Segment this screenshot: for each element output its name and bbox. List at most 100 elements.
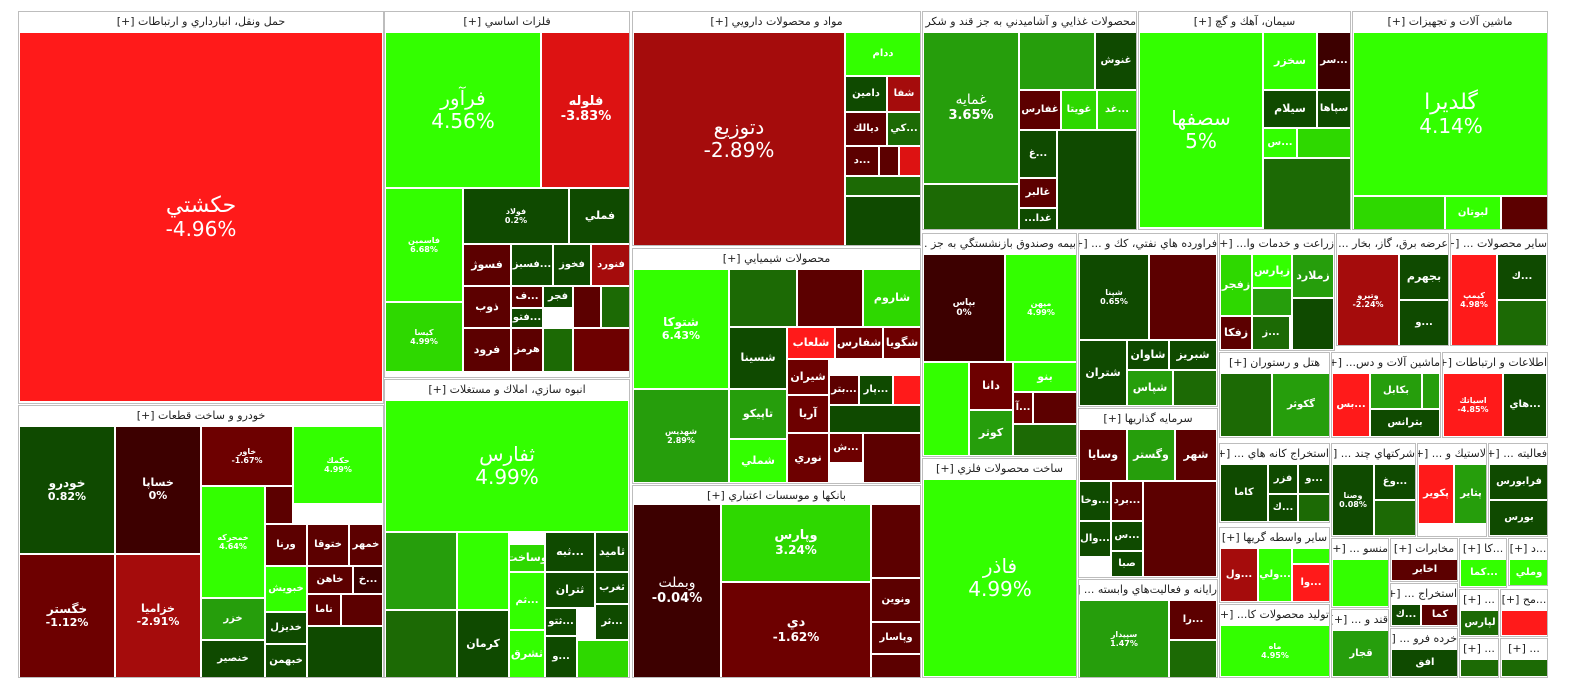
stock-tile[interactable]: فرابورس xyxy=(1489,464,1547,500)
sector-header[interactable]: خرده فرو ... [+] xyxy=(1391,629,1457,650)
sector-header[interactable]: انبوه سازي، املاك و مستغلات [+] xyxy=(385,380,629,401)
stock-tile[interactable]: فسوژ xyxy=(463,244,511,286)
stock-tile[interactable]: اخابر xyxy=(1391,559,1457,581)
stock-tile[interactable]: كاما xyxy=(1220,464,1268,522)
stock-tile[interactable]: بترانس xyxy=(1370,409,1440,437)
stock-tile[interactable]: غمايه 3.65% xyxy=(923,32,1019,184)
sector-header[interactable]: فلزات اساسي [+] xyxy=(385,12,629,33)
stock-tile[interactable]: ...وال xyxy=(1079,521,1111,557)
stock-tile[interactable]: ونوين xyxy=(871,578,920,622)
minor-stock-tile[interactable] xyxy=(1292,548,1329,564)
minor-stock-tile[interactable] xyxy=(923,184,1019,229)
stock-tile[interactable]: سخزر xyxy=(1263,32,1317,90)
minor-stock-tile[interactable] xyxy=(265,486,293,524)
sector-header[interactable]: محصولات شيميايي [+] xyxy=(633,249,920,270)
minor-stock-tile[interactable] xyxy=(1019,32,1095,90)
stock-tile[interactable]: خودرو 0.82% xyxy=(19,426,115,554)
sector-header[interactable]: سرمايه گذاريها [+] xyxy=(1079,409,1217,430)
minor-stock-tile[interactable] xyxy=(1263,158,1350,229)
minor-stock-tile[interactable] xyxy=(879,146,899,176)
stock-tile[interactable]: فجر xyxy=(543,286,573,308)
stock-tile[interactable]: شتران xyxy=(1079,340,1127,406)
stock-tile[interactable]: ناما xyxy=(307,594,341,626)
stock-tile[interactable]: وتيرو -2.24% xyxy=(1337,254,1399,345)
stock-tile[interactable]: شاروم xyxy=(863,269,920,327)
stock-tile[interactable]: ...آ xyxy=(1013,392,1033,424)
stock-tile[interactable]: وپارس 3.24% xyxy=(721,504,871,582)
stock-tile[interactable]: فملي xyxy=(569,188,629,244)
minor-stock-tile[interactable] xyxy=(1374,500,1415,536)
minor-stock-tile[interactable] xyxy=(1220,373,1272,437)
stock-tile[interactable]: شلعاب xyxy=(787,327,835,359)
sector-header[interactable]: مخابرات [+] xyxy=(1391,539,1457,560)
stock-tile[interactable]: لپارس xyxy=(1460,610,1498,636)
minor-stock-tile[interactable] xyxy=(1332,559,1388,607)
stock-tile[interactable]: غفارس xyxy=(1019,90,1061,130)
stock-tile[interactable]: خديزل xyxy=(265,612,307,644)
stock-tile[interactable]: خگستر -1.12% xyxy=(19,554,115,677)
stock-tile[interactable]: ...كي xyxy=(887,112,920,146)
minor-stock-tile[interactable] xyxy=(1169,640,1217,677)
stock-tile[interactable]: ...كما xyxy=(1460,559,1506,587)
stock-tile[interactable]: ...ك xyxy=(1268,494,1298,522)
minor-stock-tile[interactable] xyxy=(1297,128,1350,158)
stock-tile[interactable]: ...غ xyxy=(1019,130,1057,178)
sector-header[interactable]: ... [+] xyxy=(1501,639,1547,660)
minor-stock-tile[interactable] xyxy=(899,146,920,176)
stock-tile[interactable]: صبا xyxy=(1111,551,1143,577)
minor-stock-tile[interactable] xyxy=(1353,196,1445,229)
stock-tile[interactable]: ...ك xyxy=(1497,254,1547,300)
sector-header[interactable]: قند و ... [+] xyxy=(1332,610,1388,631)
stock-tile[interactable]: ...بس xyxy=(1332,373,1370,437)
sector-header[interactable]: ساخت محصولات فلزي [+] xyxy=(923,459,1076,480)
stock-tile[interactable]: شسينا xyxy=(729,327,787,389)
stock-tile[interactable]: ...ثر xyxy=(595,604,629,640)
sector-header[interactable]: زراعت و خدمات وا... [+] xyxy=(1220,234,1334,255)
stock-tile[interactable]: فرآور 4.56% xyxy=(385,32,541,188)
sector-header[interactable]: بيمه وصندوق بازنشستگي به جز ... xyxy=(923,234,1076,255)
minor-stock-tile[interactable] xyxy=(385,610,457,677)
stock-tile[interactable]: خاور -1.67% xyxy=(201,426,293,486)
minor-stock-tile[interactable] xyxy=(1013,424,1076,456)
stock-tile[interactable]: حكشتي -4.96% xyxy=(19,32,383,402)
stock-tile[interactable]: ...د xyxy=(845,146,879,176)
stock-tile[interactable]: ...وا xyxy=(1292,564,1329,602)
stock-tile[interactable]: اسياتك -4.85% xyxy=(1443,373,1503,437)
stock-tile[interactable]: شيران xyxy=(787,359,829,395)
stock-tile[interactable]: وگستر xyxy=(1127,429,1175,481)
stock-tile[interactable]: شتوكا 6.43% xyxy=(633,269,729,389)
stock-tile[interactable]: ...وخا xyxy=(1079,481,1111,521)
stock-tile[interactable]: ثغرب xyxy=(595,572,629,604)
minor-stock-tile[interactable] xyxy=(385,532,457,610)
minor-stock-tile[interactable] xyxy=(1298,494,1329,522)
stock-tile[interactable]: ...و xyxy=(1399,300,1448,345)
stock-tile[interactable]: ددام xyxy=(845,32,920,76)
stock-tile[interactable]: شاوان xyxy=(1127,340,1169,370)
stock-tile[interactable]: حكمك 4.99% xyxy=(293,426,383,504)
minor-stock-tile[interactable] xyxy=(871,654,920,677)
stock-tile[interactable]: زفكا xyxy=(1220,316,1252,350)
sector-header[interactable]: ساير واسطه گريها [+] xyxy=(1220,528,1329,549)
stock-tile[interactable]: وپاسار xyxy=(871,622,920,654)
stock-tile[interactable]: فخوز xyxy=(553,244,591,286)
stock-tile[interactable]: ...و xyxy=(1298,464,1329,494)
stock-tile[interactable]: ...فتو xyxy=(511,308,543,328)
sector-header[interactable]: حمل ونقل، انبارداري و ارتباطات [+] xyxy=(19,12,383,33)
stock-tile[interactable]: دتوزيع -2.89% xyxy=(633,32,845,245)
stock-tile[interactable]: كما xyxy=(1421,604,1457,626)
minor-stock-tile[interactable] xyxy=(1033,392,1076,424)
stock-tile[interactable]: ...ثتو xyxy=(545,608,577,636)
minor-stock-tile[interactable] xyxy=(307,626,383,677)
stock-tile[interactable]: شهديس 2.89% xyxy=(633,389,729,483)
sector-header[interactable]: استخراج كانه هاي ... [+] xyxy=(1220,444,1329,465)
stock-tile[interactable]: ...پار xyxy=(859,375,893,405)
stock-tile[interactable]: شگويا xyxy=(883,327,920,359)
minor-stock-tile[interactable] xyxy=(863,433,920,483)
stock-tile[interactable]: بپاس 0% xyxy=(923,254,1005,362)
minor-stock-tile[interactable] xyxy=(1501,659,1547,677)
stock-tile[interactable]: تاپيكو xyxy=(729,389,787,439)
stock-tile[interactable]: فرود xyxy=(463,328,511,372)
sector-header[interactable]: رايانه و فعاليت‌هاي وابسته ... [+] xyxy=(1079,580,1217,601)
stock-tile[interactable]: پكوير xyxy=(1418,464,1454,524)
